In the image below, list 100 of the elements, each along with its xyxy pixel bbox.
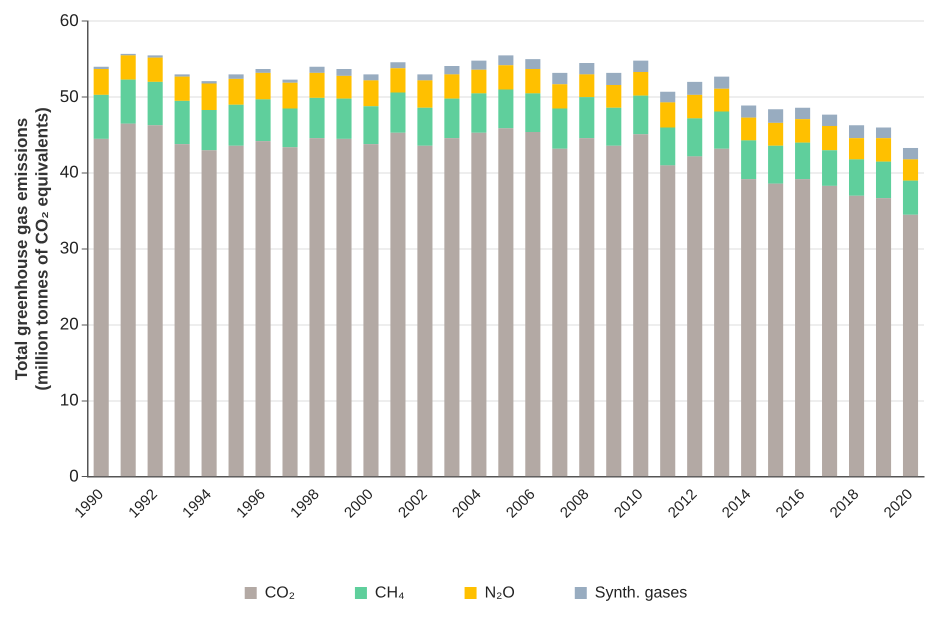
bar [660,127,676,166]
bar [256,72,271,100]
bar [552,148,568,476]
bar [822,114,838,126]
bar [902,214,918,476]
bar [336,138,352,476]
bar [876,127,892,138]
bar [336,76,352,99]
legend-label: CO₂ [264,584,295,602]
bar [282,82,298,108]
bar [552,84,568,108]
bar [174,144,190,476]
bar [417,80,432,108]
bar [336,98,352,139]
bar [94,69,109,95]
bar [120,55,136,80]
bar [228,78,244,105]
bar [633,96,648,134]
bar [579,97,594,138]
bar [876,138,892,162]
bar [822,150,838,186]
bar [579,62,594,74]
bar [471,60,486,70]
bar [471,70,486,94]
bar [444,66,460,74]
bar [202,150,217,476]
bar [498,128,514,476]
y-tick-label: 0 [69,466,79,486]
y-tick-label: 60 [60,10,79,30]
bar [202,83,217,110]
bar [363,80,379,106]
bar [795,119,810,143]
bar [174,76,190,101]
bar [282,108,298,148]
bar [606,84,622,108]
bar [660,102,676,128]
y-tick-label: 50 [60,86,79,106]
bar [228,146,244,476]
bar [741,140,756,180]
bar [606,146,622,476]
bar [714,76,730,89]
bar [309,138,325,476]
bar [444,74,460,99]
bar [363,74,379,80]
bar [714,148,730,476]
bar [471,93,486,133]
bar [768,146,784,184]
bar [471,132,486,476]
bar [902,148,918,160]
bar [148,125,163,476]
bar [849,196,864,476]
bar [660,165,676,476]
bar [741,179,756,476]
bar [282,147,298,476]
bar [741,118,756,140]
bar [687,156,702,476]
bar [579,74,594,98]
bar [256,99,271,142]
legend-label: Synth. gases [594,584,688,602]
bar [390,68,406,93]
bar [94,138,109,476]
bar [256,69,271,73]
bar [633,134,648,476]
bar [174,100,190,144]
legend-label: CH₄ [374,584,405,602]
bar [228,74,244,79]
bar [94,66,109,70]
bar [309,72,325,98]
bar [822,186,838,476]
bar [282,80,298,83]
bar [714,88,730,112]
bar [849,125,864,138]
bar [768,122,784,146]
y-tick-label: 10 [60,390,79,410]
bar [795,142,810,180]
bar [876,198,892,476]
bar [148,82,163,126]
bar [687,94,702,118]
bar [795,108,810,120]
bar [714,112,730,149]
bar [444,98,460,138]
y-tick-label: 40 [60,162,79,182]
bar [390,92,406,133]
bar [498,55,514,66]
legend-label: N₂O [484,584,515,602]
bar [768,109,784,123]
bar [768,184,784,476]
bar [902,159,918,181]
bar [633,72,648,96]
bar [498,90,514,128]
bar [390,62,406,68]
bar [309,98,325,138]
bar [390,132,406,476]
bar [417,108,432,146]
bar [525,132,540,476]
bar [148,58,163,82]
bar [633,60,648,72]
bar [444,138,460,476]
bar [336,69,352,76]
bar [552,72,568,84]
